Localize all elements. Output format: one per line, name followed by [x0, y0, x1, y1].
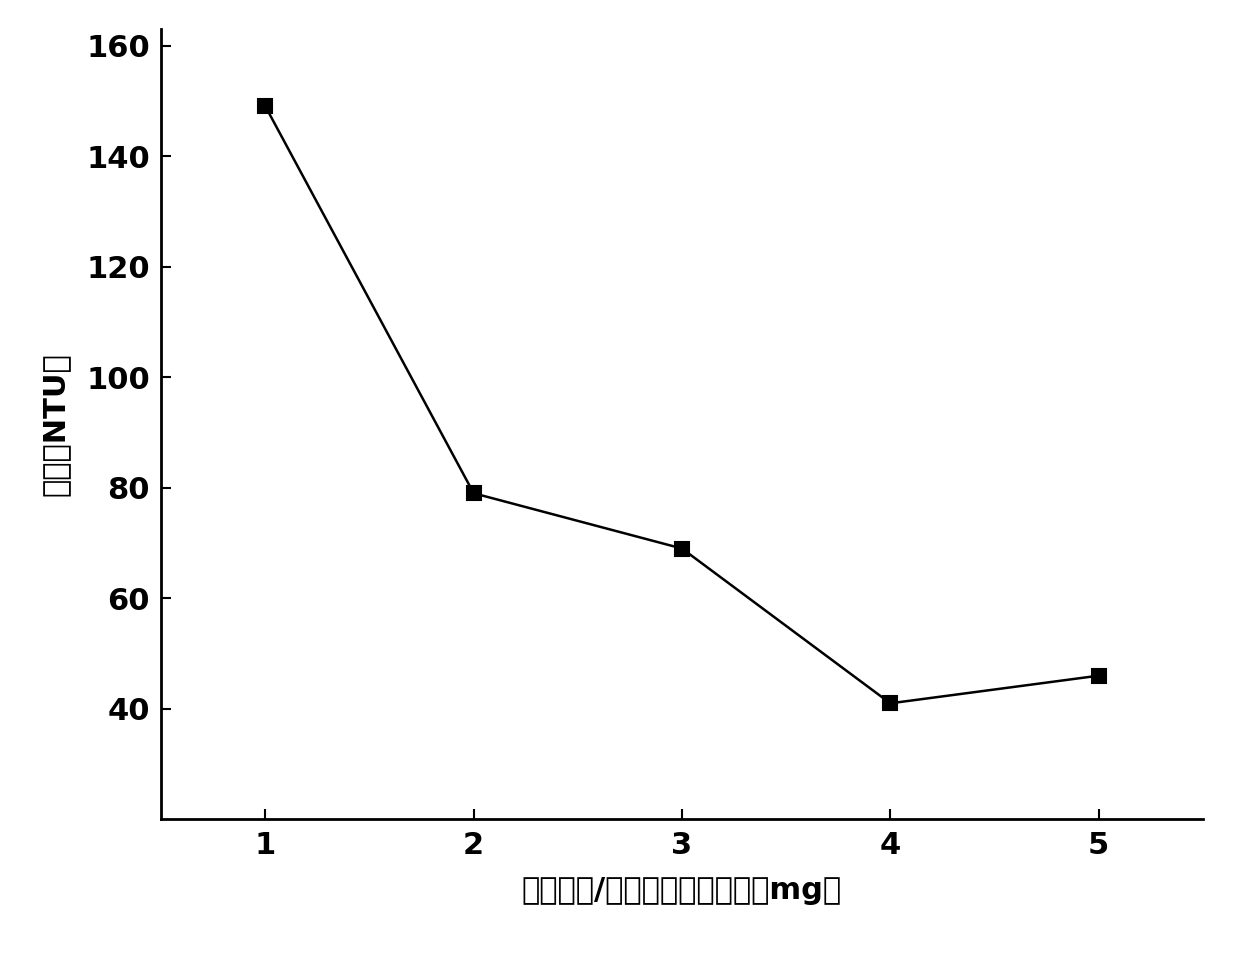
X-axis label: 改性淠粉/聚胺复合物投加量（mg）: 改性淠粉/聚胺复合物投加量（mg） [522, 876, 842, 905]
Y-axis label: 浊度（NTU）: 浊度（NTU） [41, 352, 69, 496]
